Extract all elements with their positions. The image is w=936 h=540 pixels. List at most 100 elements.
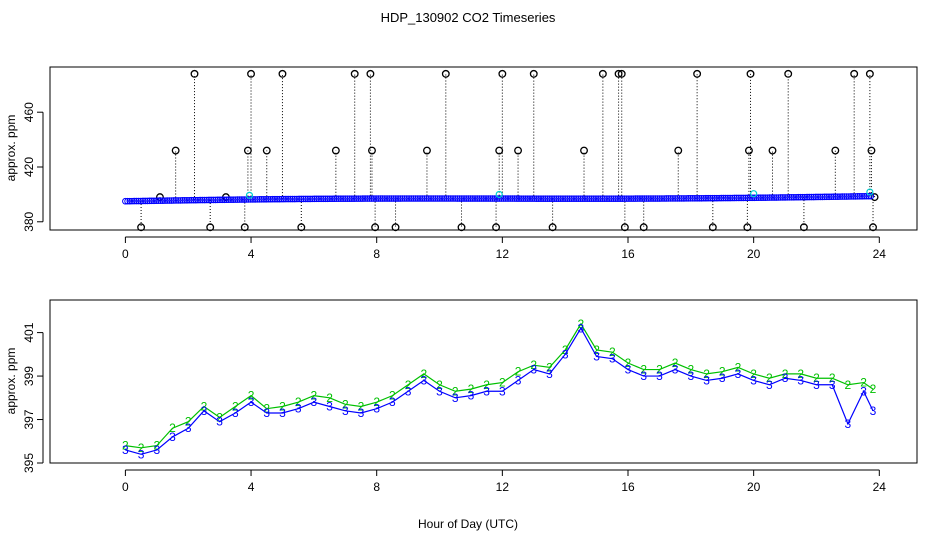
series-3-point: [313, 195, 320, 203]
series-3-point: [311, 195, 318, 203]
series-3-point: [350, 195, 358, 202]
x-tick-label: 4: [248, 480, 255, 494]
spike-point: [190, 69, 199, 78]
series-3-point: [638, 195, 646, 202]
series-2-marker: 2: [452, 384, 459, 398]
series-3-point: [273, 195, 281, 203]
series-2-marker: 2: [216, 410, 223, 424]
series-3-point: [130, 197, 138, 205]
series-3-point: [667, 195, 675, 202]
series-3-point: [632, 195, 639, 202]
spike-point: [423, 146, 431, 155]
series-3-point: [511, 195, 518, 202]
series-3-marker: 3: [452, 391, 459, 405]
series-3-point: [739, 194, 747, 202]
series-3-marker: 3: [735, 367, 742, 381]
series-3-point: [205, 196, 213, 204]
series-3-point: [124, 197, 131, 205]
series-3-point: [841, 193, 848, 200]
series-2-marker: 2: [263, 402, 270, 416]
series-3-point: [256, 196, 263, 203]
series-3-point: [557, 195, 565, 202]
series-2-marker: 2: [750, 367, 757, 381]
series-3-marker: 3: [389, 395, 396, 409]
series-3-point: [308, 195, 316, 203]
series-3-point: [676, 195, 683, 202]
series-3-point: [289, 195, 296, 203]
series-2-marker: 2: [436, 378, 443, 392]
series-2-marker: 2: [766, 371, 773, 385]
series-2-marker: 2: [845, 378, 852, 392]
series-3-point: [489, 195, 496, 202]
spike-point: [708, 223, 717, 232]
series-3-point: [394, 195, 402, 202]
series-3-point: [122, 197, 129, 205]
series-3-marker: 3: [672, 363, 679, 377]
spike-point: [548, 223, 557, 232]
series-2-marker: 2: [499, 376, 506, 390]
series-3-point: [319, 195, 327, 203]
series-3-point: [251, 196, 259, 203]
series-3-point: [542, 195, 549, 202]
series-3-point: [172, 197, 180, 204]
series-3-point: [726, 194, 734, 202]
series-3-point: [504, 195, 512, 202]
series-3-point: [647, 195, 655, 202]
series-3-point: [434, 195, 441, 202]
series-3-point: [792, 193, 800, 201]
series-3-point: [440, 195, 448, 202]
series-3-point: [401, 195, 408, 202]
series-3-point: [170, 197, 178, 204]
series-3-point: [737, 194, 745, 202]
series-3-point: [566, 195, 573, 202]
series-3-point: [412, 195, 419, 202]
series-3-point: [478, 195, 485, 202]
series-3-point: [528, 195, 536, 202]
series-3-point: [161, 197, 169, 204]
series-3-point: [856, 193, 864, 200]
series-3-point: [372, 195, 380, 202]
series-3-point: [553, 195, 560, 202]
series-3-point: [330, 195, 338, 203]
series-3-point: [344, 195, 351, 202]
series-3-point: [473, 195, 481, 202]
series-2-marker: 2: [530, 358, 537, 372]
series-3-point: [445, 195, 452, 202]
series-3-point: [531, 195, 538, 202]
spike-point: [869, 223, 877, 232]
spike-point: [865, 69, 874, 78]
series-3-point: [509, 195, 516, 202]
series-3-point: [179, 197, 186, 204]
series-3-point: [715, 194, 723, 202]
series-3-point: [368, 195, 375, 202]
series-3-point: [456, 195, 463, 202]
series-3-point: [570, 195, 578, 202]
series-3-point: [447, 195, 455, 202]
series-3-marker: 3: [201, 404, 208, 418]
series-2-marker: 2: [201, 399, 208, 413]
series-3-point: [218, 196, 226, 204]
series-3-point: [764, 194, 771, 201]
series-3-point: [627, 195, 635, 202]
series-3-point: [427, 195, 435, 202]
series-3-point: [352, 195, 360, 202]
series-2-marker: 2: [860, 376, 867, 390]
series-3-point: [775, 194, 782, 201]
series-3-marker: 3: [122, 443, 129, 457]
series-2-line: [125, 322, 874, 449]
series-2-marker: 2: [797, 367, 804, 381]
series-3-point: [484, 195, 492, 202]
series-3-point: [590, 195, 598, 202]
series-3-point: [361, 195, 369, 202]
series-3-point: [816, 193, 824, 201]
series-3-point: [847, 193, 855, 200]
spike-point: [391, 223, 400, 232]
spike-point: [529, 69, 538, 78]
series-3-point: [225, 196, 233, 204]
series-3-point: [810, 193, 817, 201]
series-3-marker: 3: [216, 415, 223, 429]
series-3-point: [491, 195, 499, 202]
series-3-point: [724, 194, 732, 202]
series-3-point: [298, 195, 305, 203]
series-3-marker: 3: [750, 373, 757, 387]
